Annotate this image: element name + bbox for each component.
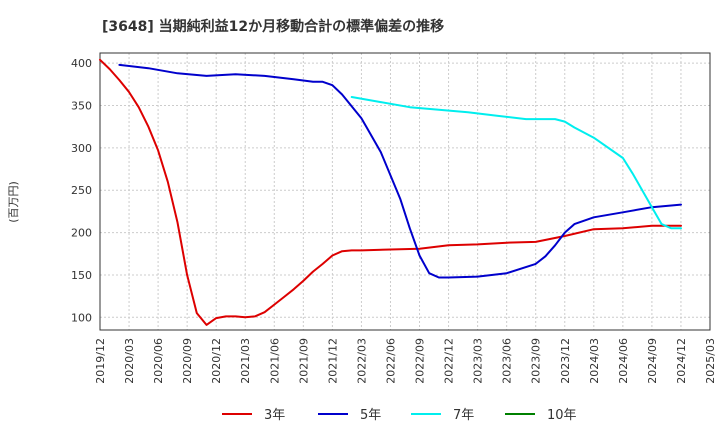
x-tick-label: 2021/06 — [268, 338, 281, 384]
legend-label-3: 10年 — [547, 408, 577, 423]
legend-label-2: 7年 — [453, 408, 474, 423]
y-tick-label: 250 — [71, 184, 92, 197]
x-tick-label: 2020/09 — [181, 338, 194, 384]
x-tick-label: 2022/06 — [384, 338, 397, 384]
y-tick-label: 150 — [71, 269, 92, 282]
x-tick-label: 2024/12 — [675, 338, 688, 384]
y-tick-label: 200 — [71, 227, 92, 240]
x-tick-label: 2024/09 — [646, 338, 659, 384]
series-line-1 — [118, 63, 682, 279]
x-tick-label: 2023/03 — [472, 338, 485, 384]
x-tick-label: 2023/09 — [530, 338, 543, 384]
x-tick-label: 2020/12 — [210, 338, 223, 384]
y-axis-ticks: 100 150 200 250 300 350 400 — [71, 57, 92, 324]
legend-label-0: 3年 — [264, 408, 285, 423]
x-tick-label: 2022/09 — [414, 338, 427, 384]
x-tick-label: 2019/12 — [94, 338, 107, 384]
x-tick-label: 2023/12 — [559, 338, 572, 384]
x-tick-label: 2023/06 — [501, 338, 514, 384]
plot-frame — [99, 52, 711, 331]
chart-title: [3648] 当期純利益12か月移動合計の標準偏差の推移 — [102, 18, 444, 35]
x-tick-label: 2025/03 — [704, 338, 717, 384]
x-tick-label: 2020/03 — [123, 338, 136, 384]
y-tick-label: 100 — [71, 311, 92, 324]
y-tick-label: 300 — [71, 142, 92, 155]
y-axis-label: (百万円) — [7, 181, 20, 223]
x-tick-label: 2024/03 — [588, 338, 601, 384]
series-line-2 — [350, 96, 682, 230]
x-tick-label: 2021/09 — [297, 338, 310, 384]
series-lines — [99, 58, 682, 326]
x-tick-label: 2020/06 — [152, 338, 165, 384]
x-tick-label: 2021/12 — [326, 338, 339, 384]
x-tick-label: 2022/12 — [443, 338, 456, 384]
x-tick-label: 2022/03 — [355, 338, 368, 384]
y-tick-label: 400 — [71, 57, 92, 70]
legend: 3年 5年 7年 10年 — [222, 408, 577, 423]
x-tick-label: 2021/03 — [239, 338, 252, 384]
x-tick-label: 2024/06 — [617, 338, 630, 384]
series-line-0 — [99, 58, 682, 326]
legend-label-1: 5年 — [360, 408, 381, 423]
y-tick-label: 350 — [71, 100, 92, 113]
x-axis-ticks: 2019/12 2020/03 2020/06 2020/09 2020/12 2021/… — [94, 338, 717, 384]
